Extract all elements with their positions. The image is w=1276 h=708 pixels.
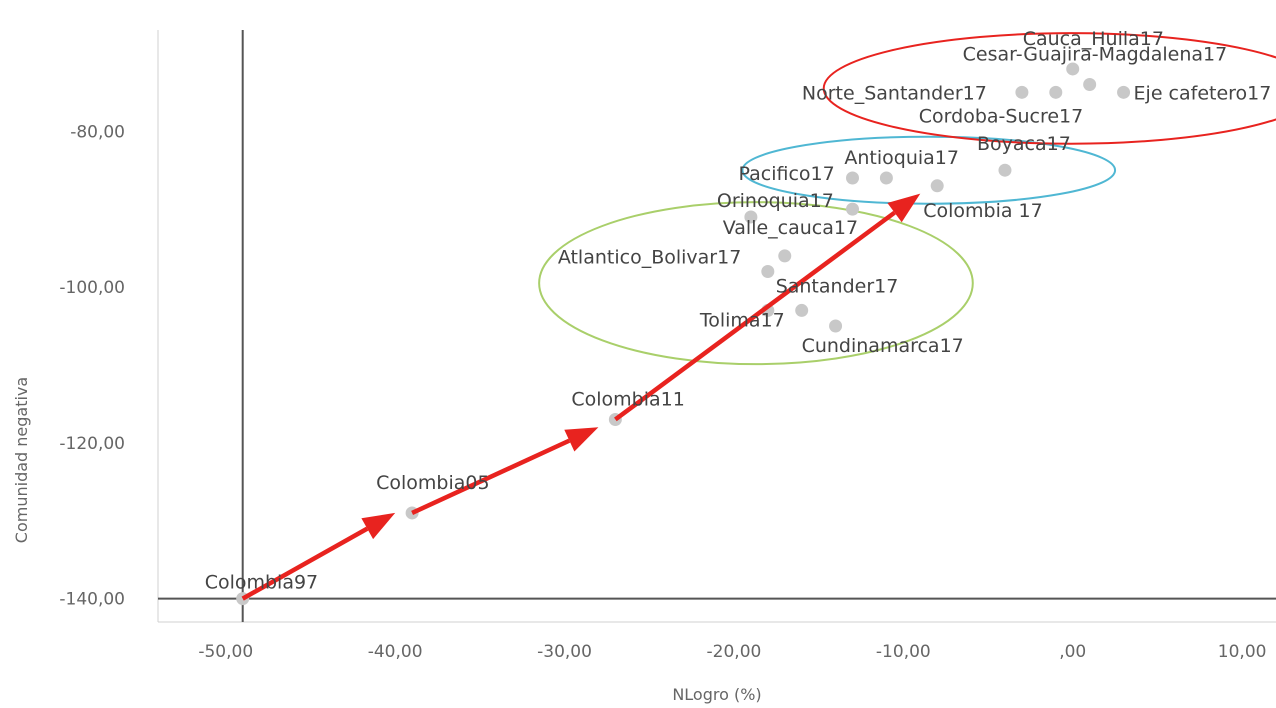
data-point-cundinamarca17: [829, 319, 843, 333]
point-label-cordoba-sucre17: Cordoba-Sucre17: [919, 105, 1083, 127]
trend-arrow-2: [411, 427, 599, 515]
trend-arrow-1: [241, 512, 396, 601]
point-label-antioquia17: Antioquia17: [844, 147, 959, 169]
x-tick-label: ,00: [1059, 642, 1086, 662]
point-label-colombia97: Colombia97: [205, 572, 318, 594]
y-tick-label: -100,00: [59, 278, 125, 298]
data-point-cauca-huila17: [1066, 62, 1080, 76]
data-point-cordoba-sucre17: [1049, 85, 1063, 99]
data-point-antioquia17: [879, 171, 893, 185]
trend-arrow-3: [614, 193, 921, 422]
point-label-pacifico17: Pacifico17: [739, 163, 835, 185]
cluster-ellipse-3: [822, 32, 1276, 145]
point-label-boyaca17: Boyaca17: [977, 133, 1071, 155]
data-point-eje-cafetero17: [1117, 85, 1131, 99]
point-label-atlantico-bolivar17: Atlantico_Bolivar17: [558, 246, 741, 268]
data-point-cesar-guajira-magdalena17: [1083, 78, 1097, 92]
data-point-orinoquia17: [744, 210, 758, 224]
point-label-cauca-huila17: Cauca_Huila17: [1023, 28, 1164, 50]
y-axis-title: Comunidad negativa: [12, 377, 31, 543]
cluster-ellipse-1: [538, 201, 974, 366]
y-tick-label: -140,00: [59, 590, 125, 610]
arrow-shaft: [241, 526, 369, 601]
data-point-colombia-17: [930, 179, 944, 193]
point-label-orinoquia17: Orinoquia17: [717, 190, 834, 212]
data-point-unlabeled: [846, 202, 860, 216]
data-point-valle-cauca17: [778, 249, 792, 263]
cluster-ellipse-2: [741, 135, 1117, 205]
x-tick-label: -50,00: [198, 642, 253, 662]
point-label-valle-cauca17: Valle_cauca17: [723, 217, 858, 239]
x-tick-label: -30,00: [537, 642, 592, 662]
arrow-shaft: [411, 438, 571, 515]
data-point-pacifico17: [846, 171, 860, 185]
point-label-colombia-17: Colombia 17: [923, 200, 1043, 222]
x-tick-label: -20,00: [707, 642, 762, 662]
point-label-norte-santander17: Norte_Santander17: [802, 82, 987, 104]
y-tick-label: -80,00: [70, 122, 125, 142]
arrow-head: [361, 512, 396, 540]
arrow-head: [887, 193, 921, 223]
point-label-colombia05: Colombia05: [376, 472, 489, 494]
x-tick-label: -40,00: [368, 642, 423, 662]
data-point-norte-santander17: [1015, 85, 1029, 99]
data-point-atlantico-bolivar17: [761, 264, 775, 278]
data-point-santander17: [795, 303, 809, 317]
point-label-cundinamarca17: Cundinamarca17: [802, 335, 964, 357]
arrow-shaft: [614, 210, 896, 422]
point-label-santander17: Santander17: [776, 275, 899, 297]
arrow-head: [564, 427, 599, 452]
point-label-eje-cafetero17: Eje cafetero17: [1134, 82, 1272, 104]
point-label-cesar-guajira-magdalena17: Cesar-Guajira-Magdalena17: [963, 44, 1228, 66]
x-axis-title: NLogro (%): [672, 685, 761, 704]
point-label-colombia11: Colombia11: [571, 388, 684, 410]
point-label-tolima17: Tolima17: [699, 309, 785, 331]
y-tick-label: -120,00: [59, 434, 125, 454]
x-tick-label: 10,00: [1218, 642, 1267, 662]
x-tick-label: -10,00: [876, 642, 931, 662]
data-point-boyaca17: [998, 163, 1012, 177]
